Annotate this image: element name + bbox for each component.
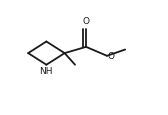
Text: O: O xyxy=(108,52,115,61)
Text: O: O xyxy=(83,16,90,25)
Text: NH: NH xyxy=(39,67,52,76)
